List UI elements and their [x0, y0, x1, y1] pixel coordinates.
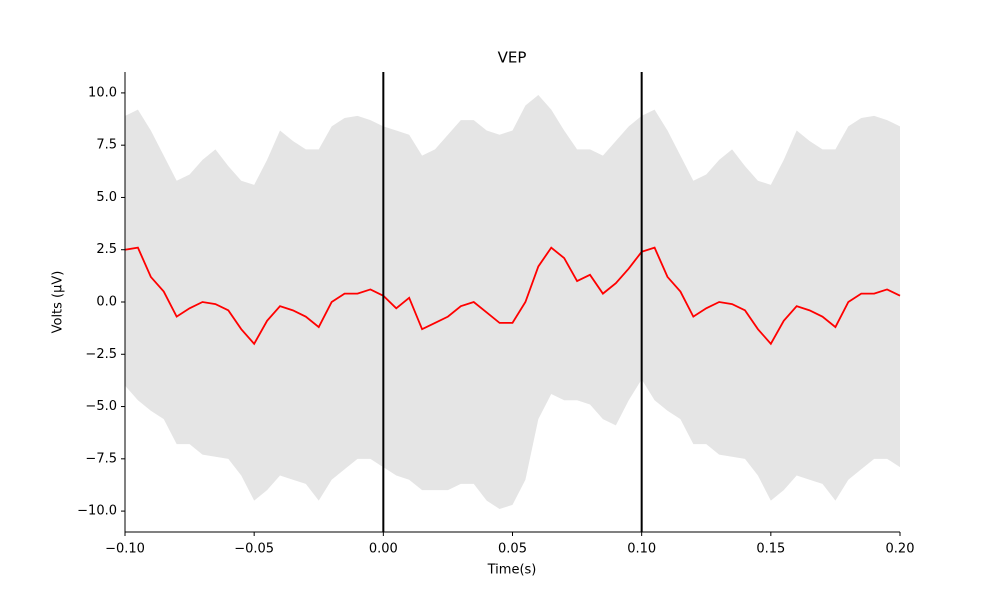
x-axis-label: Time(s) [487, 563, 537, 578]
y-tick-label: −7.5 [85, 451, 117, 466]
band [125, 95, 900, 509]
y-tick-label: −10.0 [77, 504, 117, 519]
y-tick-label: −2.5 [85, 347, 117, 362]
y-tick-label: 2.5 [96, 242, 117, 257]
chart-title: VEP [498, 49, 527, 67]
x-tick-label: 0.10 [627, 542, 656, 557]
x-tick-label: 0.15 [756, 542, 785, 557]
y-tick-label: 0.0 [96, 295, 117, 310]
x-tick-label: 0.00 [369, 542, 398, 557]
x-tick-label: −0.05 [234, 542, 274, 557]
y-tick-label: 10.0 [88, 85, 117, 100]
y-axis-label: Volts (μV) [51, 271, 66, 334]
x-tick-label: 0.20 [886, 542, 915, 557]
y-tick-label: 7.5 [96, 138, 117, 153]
line [124, 246, 901, 346]
x-tick-label: 0.05 [498, 542, 527, 557]
y-tick-label: 5.0 [96, 190, 117, 205]
y-tick-label: −5.0 [85, 399, 117, 414]
x-tick-label: −0.10 [105, 542, 145, 557]
